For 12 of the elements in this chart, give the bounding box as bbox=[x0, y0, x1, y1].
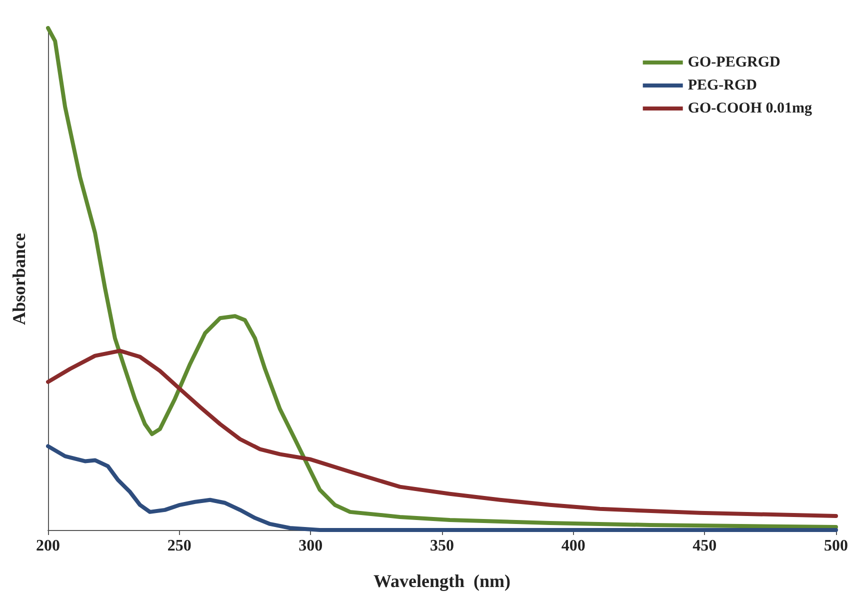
legend-label: PEG-RGD bbox=[688, 78, 758, 94]
x-tick-label: 400 bbox=[561, 538, 586, 554]
x-axis-title: Wavelength (nm) bbox=[374, 571, 510, 591]
x-tick-label: 200 bbox=[36, 538, 60, 554]
legend-label: GO-COOH 0.01mg bbox=[688, 100, 812, 116]
x-tick-label: 500 bbox=[824, 538, 848, 554]
x-tick-label: 300 bbox=[298, 538, 323, 554]
y-axis-title: Absorbance bbox=[9, 232, 29, 326]
x-tick-label: 350 bbox=[430, 538, 454, 554]
legend-label: GO-PEGRGD bbox=[688, 54, 781, 70]
x-tick-label: 250 bbox=[167, 538, 192, 554]
x-tick-label: 450 bbox=[692, 538, 717, 554]
